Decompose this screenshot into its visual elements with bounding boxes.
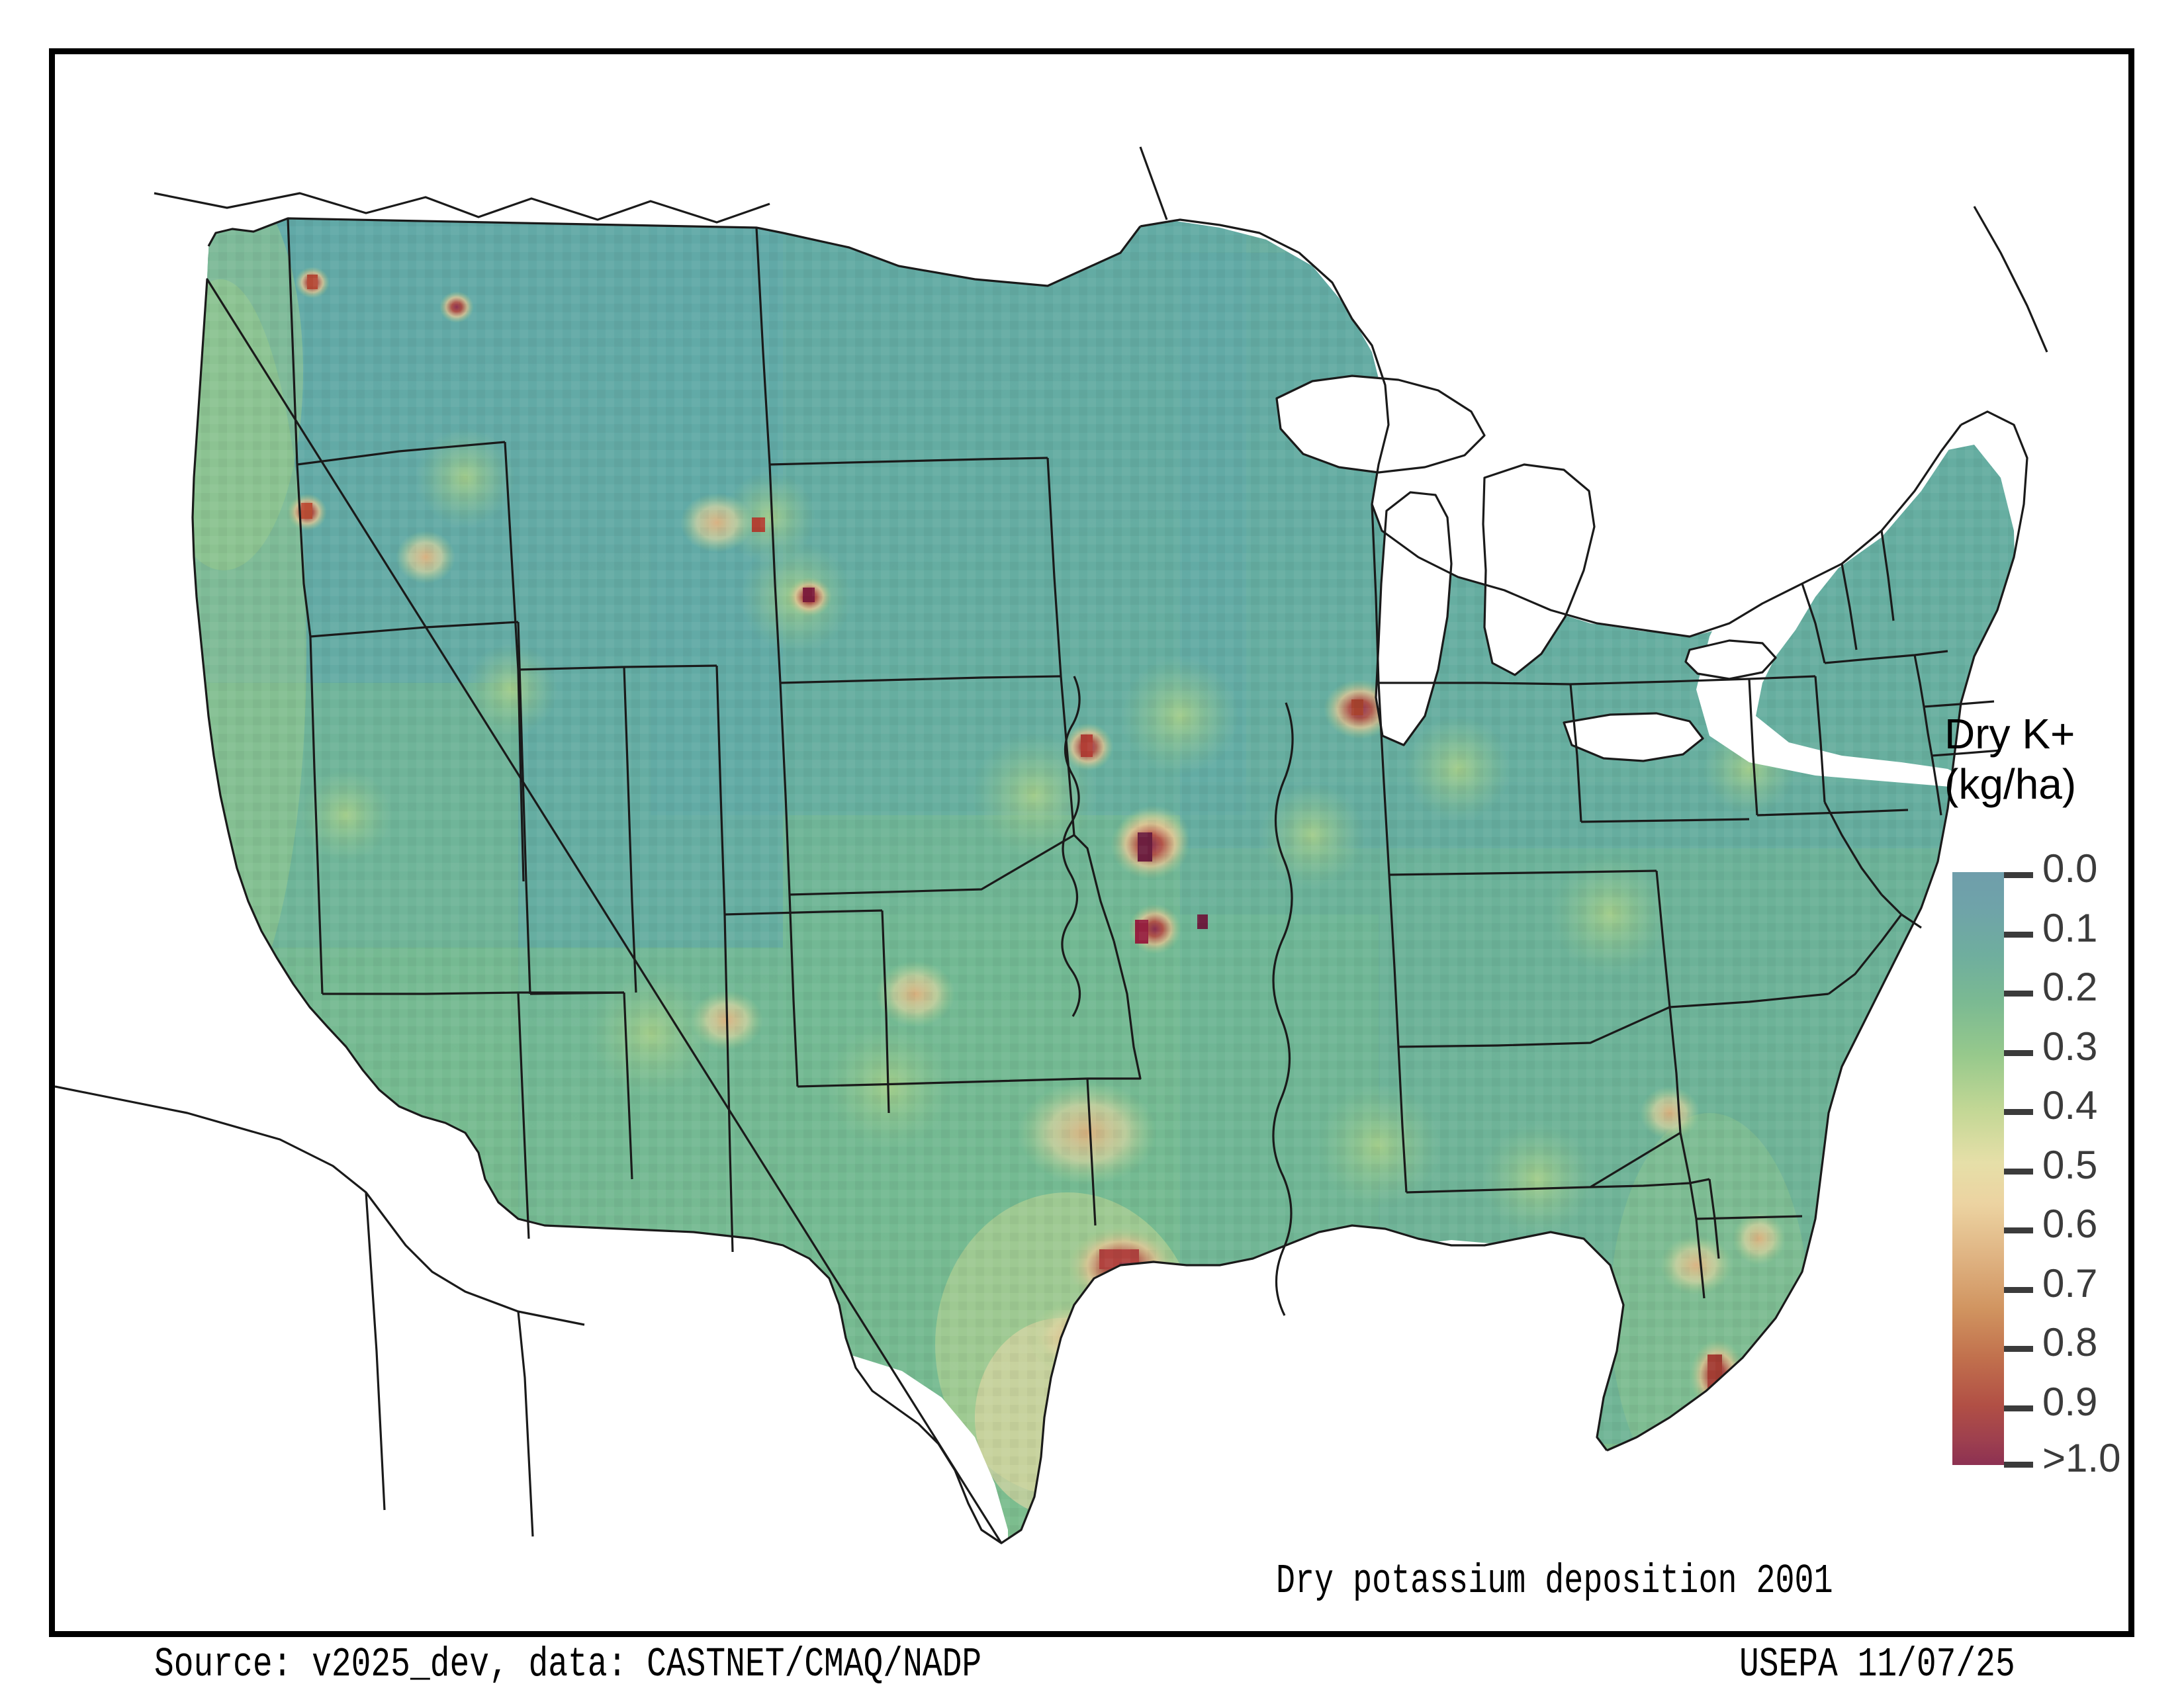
colorbar-label-6: 0.6 — [2042, 1202, 2098, 1246]
agency-caption: USEPA 11/07/25 — [1739, 1641, 2015, 1688]
colorbar-label-1: 0.1 — [2042, 906, 2098, 950]
colorbar-tick-3 — [2004, 1050, 2033, 1056]
colorbar-label-9: 0.9 — [2042, 1380, 2098, 1424]
colorbar-label-8: 0.8 — [2042, 1320, 2098, 1364]
legend-title-line2: (kg/ha) — [1944, 760, 2077, 808]
colorbar-tick-0 — [2004, 872, 2033, 878]
colorbar-label-0: 0.0 — [2042, 846, 2098, 891]
map-title-caption: Dry potassium deposition 2001 — [1276, 1558, 1833, 1605]
colorbar-tick-1 — [2004, 932, 2033, 938]
colorbar-tick-7 — [2004, 1287, 2033, 1293]
colorbar-tick-10 — [2004, 1462, 2033, 1468]
colorbar-label-5: 0.5 — [2042, 1143, 2098, 1187]
figure-frame: Dry K+ (kg/ha) 0.0 0.1 0.2 0.3 0.4 0.5 0… — [49, 48, 2134, 1688]
colorbar-label-2: 0.2 — [2042, 965, 2098, 1009]
colorbar-tick-2 — [2004, 991, 2033, 997]
colorbar-legend: Dry K+ (kg/ha) 0.0 0.1 0.2 0.3 0.4 0.5 0… — [1891, 709, 2184, 1490]
colorbar-label-3: 0.3 — [2042, 1024, 2098, 1069]
state-boundaries — [55, 146, 2048, 1544]
map-canvas — [55, 54, 2128, 1631]
colorbar-tick-4 — [2004, 1109, 2033, 1115]
colorbar-tick-5 — [2004, 1169, 2033, 1175]
colorbar-gradient — [1952, 872, 2004, 1465]
colorbar-label-4: 0.4 — [2042, 1083, 2098, 1128]
colorbar-tick-6 — [2004, 1227, 2033, 1233]
colorbar-label-10: >1.0 — [2042, 1436, 2121, 1480]
legend-title-line1: Dry K+ — [1944, 710, 2075, 758]
colorbar-label-7: 0.7 — [2042, 1261, 2098, 1306]
colorbar-tick-9 — [2004, 1405, 2033, 1411]
us-deposition-map — [55, 54, 2128, 1631]
colorbar-tick-8 — [2004, 1346, 2033, 1352]
source-caption: Source: v2025_dev, data: CASTNET/CMAQ/NA… — [154, 1641, 982, 1688]
